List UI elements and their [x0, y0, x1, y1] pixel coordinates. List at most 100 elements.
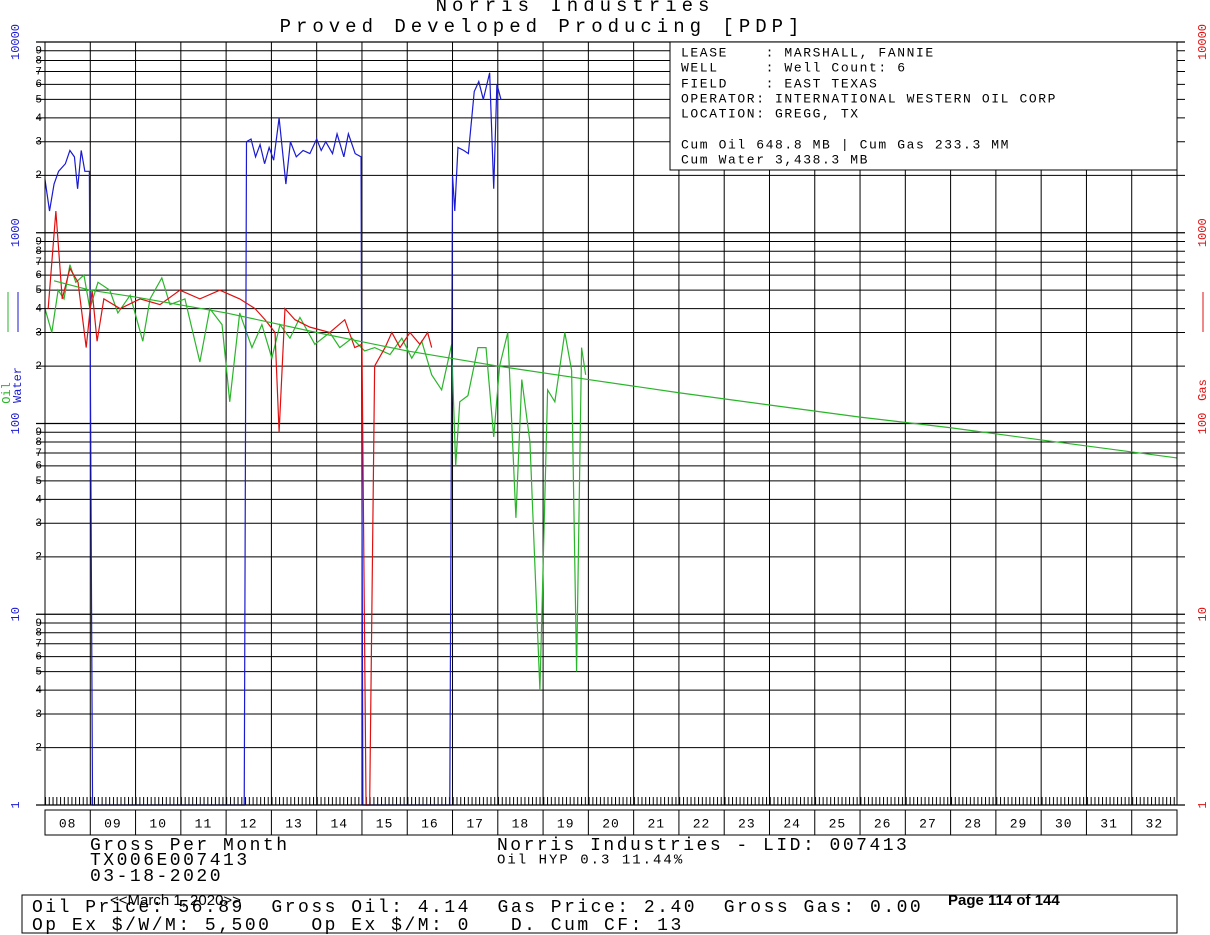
y2-tick-label: 10: [1196, 607, 1210, 621]
y-minor-label: 9: [35, 236, 42, 248]
info-line: Cum Oil 648.8 MB | Cum Gas 233.3 MM: [681, 137, 1010, 152]
y2-tick-label: 10000: [1196, 24, 1210, 60]
y-minor-label: 6: [35, 270, 42, 282]
y-minor-label: 4: [35, 113, 42, 125]
x-tick-label: 13: [285, 816, 303, 831]
y-tick-label: 100: [9, 413, 23, 435]
y-minor-label: 4: [35, 685, 42, 697]
y-minor-label: 2: [35, 170, 42, 182]
x-tick-label: 16: [421, 816, 439, 831]
footer-text: Gross Per Month: [90, 836, 290, 856]
x-tick-label: 11: [195, 816, 213, 831]
y-minor-label: 9: [35, 618, 42, 630]
y2-axis-title: Gas: [1196, 379, 1210, 401]
chart-subtitle: Proved Developed Producing [PDP]: [280, 16, 805, 38]
x-tick-label: 08: [59, 816, 77, 831]
y-minor-label: 8: [35, 55, 42, 67]
x-tick-label: 21: [647, 816, 665, 831]
footer-text: 03-18-2020: [90, 867, 223, 887]
x-tick-label: 31: [1100, 816, 1118, 831]
y-minor-label: 3: [35, 327, 42, 339]
x-tick-label: 30: [1055, 816, 1073, 831]
month-hatch: [45, 797, 1177, 805]
info-line: OPERATOR: INTERNATIONAL WESTERN OIL CORP: [681, 91, 1057, 106]
y-minor-label: 5: [35, 94, 42, 106]
y-minor-label: 9: [35, 46, 42, 58]
x-tick-label: 26: [874, 816, 892, 831]
footer-box-text: Oil Price: 56.89 Gross Oil: 4.14 Gas Pri…: [32, 898, 923, 918]
x-tick-label: 14: [331, 816, 349, 831]
footer-box: [21, 894, 1178, 934]
footer-box-text: Op Ex $/W/M: 5,500 Op Ex $/M: 0 D. Cum C…: [32, 916, 684, 935]
y-minor-label: 5: [35, 667, 42, 679]
info-box: [669, 41, 1178, 171]
chart-title: Norris Industries: [436, 0, 715, 17]
y-axis-title: Water: [11, 367, 25, 403]
series-line: [44, 72, 502, 806]
x-tick-label: 18: [512, 816, 530, 831]
x-tick-label: 28: [964, 816, 982, 831]
y-minor-label: 8: [35, 628, 42, 640]
info-line: FIELD : EAST TEXAS: [681, 76, 878, 91]
info-line: LOCATION: GREGG, TX: [681, 106, 860, 121]
y-tick-label: 1000: [9, 218, 23, 247]
y-minor-label: 2: [35, 361, 42, 373]
y-minor-label: 6: [35, 651, 42, 663]
x-tick-label: 10: [149, 816, 167, 831]
y2-tick-label: 1: [1196, 801, 1210, 808]
y-minor-label: 6: [35, 79, 42, 91]
y-minor-label: 7: [35, 639, 42, 651]
y-minor-label: 4: [35, 494, 42, 506]
y-minor-label: 7: [35, 448, 42, 460]
y-minor-label: 2: [35, 742, 42, 754]
x-tick-label: 09: [104, 816, 122, 831]
y-tick-label: 10000: [9, 24, 23, 60]
info-line: Cum Water 3,438.3 MB: [681, 152, 869, 167]
y2-tick-label: 100: [1196, 413, 1210, 435]
y-minor-label: 3: [35, 709, 42, 721]
x-tick-label: 19: [557, 816, 575, 831]
y-minor-label: 3: [35, 518, 42, 530]
series-line: [44, 264, 587, 691]
y2-tick-label: 1000: [1196, 218, 1210, 247]
y-minor-label: 5: [35, 285, 42, 297]
date-stamp: <<March 1, 2020>>: [110, 892, 241, 909]
y-axis-title: Oil: [0, 382, 14, 404]
footer-text: Oil HYP 0.3 11.44%: [497, 853, 684, 869]
x-tick-label: 22: [693, 816, 711, 831]
y-minor-label: 5: [35, 476, 42, 488]
series-group: [44, 72, 1178, 806]
y-tick-label: 10: [9, 607, 23, 621]
series-line: [47, 210, 433, 806]
y-minor-label: 8: [35, 246, 42, 258]
x-tick-label: 27: [919, 816, 937, 831]
series-line: [53, 280, 1178, 459]
x-tick-label: 32: [1146, 816, 1164, 831]
x-tick-label: 15: [376, 816, 394, 831]
y-minor-label: 6: [35, 461, 42, 473]
page-label: Page 114 of 144: [948, 892, 1060, 909]
y-minor-label: 4: [35, 304, 42, 316]
plot-frame: [44, 41, 1178, 806]
y-minor-label: 2: [35, 552, 42, 564]
footer-text: Norris Industries - LID: 007413: [497, 836, 909, 856]
x-tick-label: 20: [602, 816, 620, 831]
x-tick-label: 29: [1010, 816, 1028, 831]
y-minor-label: 9: [35, 427, 42, 439]
footer-text: TX006E007413: [90, 851, 250, 871]
x-tick-label: 25: [829, 816, 847, 831]
x-tick-label: 17: [466, 816, 484, 831]
y-minor-label: 8: [35, 437, 42, 449]
x-tick-label: 24: [783, 816, 801, 831]
info-line: WELL : Well Count: 6: [681, 60, 907, 75]
y-minor-label: 7: [35, 66, 42, 78]
x-tick-label: 12: [240, 816, 258, 831]
x-tick-label: 23: [738, 816, 756, 831]
info-line: LEASE : MARSHALL, FANNIE: [681, 45, 935, 60]
y-minor-label: 3: [35, 137, 42, 149]
y-minor-label: 7: [35, 257, 42, 269]
y-tick-label: 1: [9, 801, 23, 808]
